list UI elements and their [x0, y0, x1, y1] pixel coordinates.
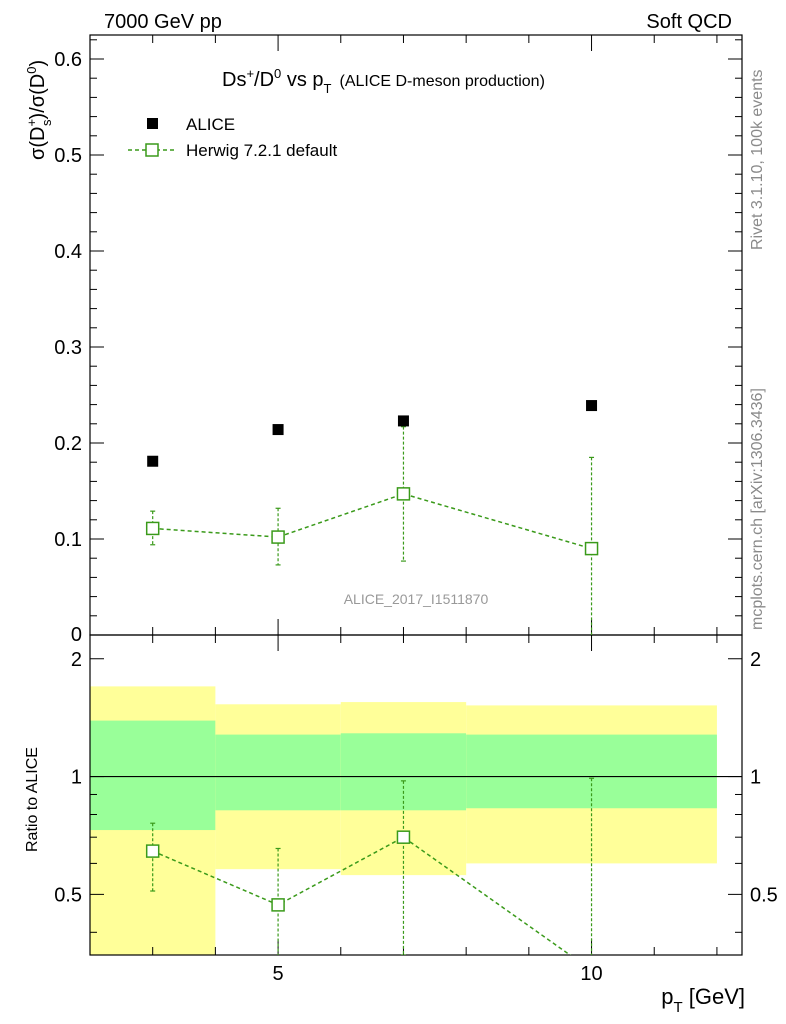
xlabel-p: p — [661, 984, 673, 1009]
header-left: 7000 GeV pp — [104, 11, 222, 33]
header-right: Soft QCD — [646, 11, 732, 33]
xlabel-sub: T — [673, 999, 682, 1016]
herwig-line — [152, 493, 592, 550]
herwig-point — [145, 521, 160, 536]
alice-point — [586, 400, 598, 412]
herwig-point — [584, 541, 599, 556]
mcplots-label: mcplots.cern.ch [arXiv:1306.3436] — [749, 388, 766, 630]
ratio-mc-series — [145, 777, 595, 955]
title-ds: Ds — [222, 69, 246, 91]
title-paren: (ALICE D-meson production) — [339, 73, 544, 90]
title-vs-sub: T — [324, 81, 332, 96]
ratio-herwig-point — [396, 830, 411, 844]
rivet-label: Rivet 3.1.10, 100k events — [749, 69, 766, 250]
title-d0-sup: 0 — [274, 66, 281, 81]
ratio-herwig-point — [145, 844, 160, 858]
ratio-herwig-point — [271, 898, 285, 912]
alice-point — [272, 424, 284, 436]
herwig-point — [271, 530, 285, 544]
main-ytick-label: 0.3 — [54, 337, 82, 359]
main-ylabel: σ(D+s)/σ(D0) — [24, 60, 54, 160]
band-inner-0 — [90, 720, 216, 831]
band-inner-1 — [215, 734, 341, 811]
legend: ALICE Herwig 7.2.1 default — [128, 115, 337, 160]
xlabel-unit: [GeV] — [683, 984, 745, 1009]
xtick-label: 5 — [273, 963, 284, 985]
analysis-watermark: ALICE_2017_I1511870 — [344, 591, 489, 607]
ratio-ylabel: Ratio to ALICE — [24, 747, 41, 852]
ratio-frame — [89, 634, 743, 956]
title-slash: /D — [254, 69, 274, 91]
axis-tick-labels: 0.1 0.2 0.3 0.4 0.5 0.6 0 5 10 0.5 0.5 1 1 2 2 — [54, 49, 778, 985]
alice-point — [147, 455, 159, 467]
ylabel-sigma1: σ(D — [27, 127, 49, 160]
ylabel-sub1: s — [39, 119, 54, 126]
ratio-ytick-label-left: 2 — [71, 649, 82, 671]
ylabel-sup1: + — [24, 119, 39, 127]
xtick-label: 10 — [580, 963, 602, 985]
title-vs: vs p — [281, 69, 323, 91]
main-ytick-zero-label: 0 — [71, 624, 82, 646]
ratio-ytick-label-right: 2 — [750, 649, 761, 671]
main-data-series — [147, 400, 598, 467]
ratio-bands — [90, 686, 717, 955]
main-ytick-label: 0.2 — [54, 433, 82, 455]
ratio-ytick-label-left: 1 — [71, 767, 82, 789]
main-mc-series — [145, 426, 599, 635]
ratio-herwig-line — [152, 836, 572, 955]
ylabel-sup2: 0 — [24, 67, 39, 74]
ylabel-close2: ) — [27, 60, 49, 67]
ratio-ytick-label-right: 1 — [750, 767, 761, 789]
main-ytick-label: 0.5 — [54, 145, 82, 167]
ylabel-close1: )/σ(D — [27, 74, 49, 120]
legend-mc-marker — [145, 143, 159, 157]
main-ytick-label: 0.1 — [54, 529, 82, 551]
legend-data-label: ALICE — [186, 115, 235, 134]
xlabel: pT [GeV] — [661, 984, 745, 1016]
legend-mc-label: Herwig 7.2.1 default — [186, 141, 337, 160]
title-ds-sup: + — [246, 66, 254, 81]
main-ytick-label: 0.4 — [54, 241, 82, 263]
herwig-point — [396, 487, 411, 501]
legend-data-marker — [147, 118, 158, 129]
band-inner-3 — [466, 734, 717, 809]
main-ytick-label: 0.6 — [54, 49, 82, 71]
ratio-ytick-label-left: 0.5 — [54, 884, 82, 906]
axis-ticks — [89, 35, 742, 955]
alice-point — [397, 415, 409, 427]
plot-title: Ds+/D0 vs pT (ALICE D-meson production) — [222, 66, 545, 96]
ratio-ytick-label-right: 0.5 — [750, 884, 778, 906]
